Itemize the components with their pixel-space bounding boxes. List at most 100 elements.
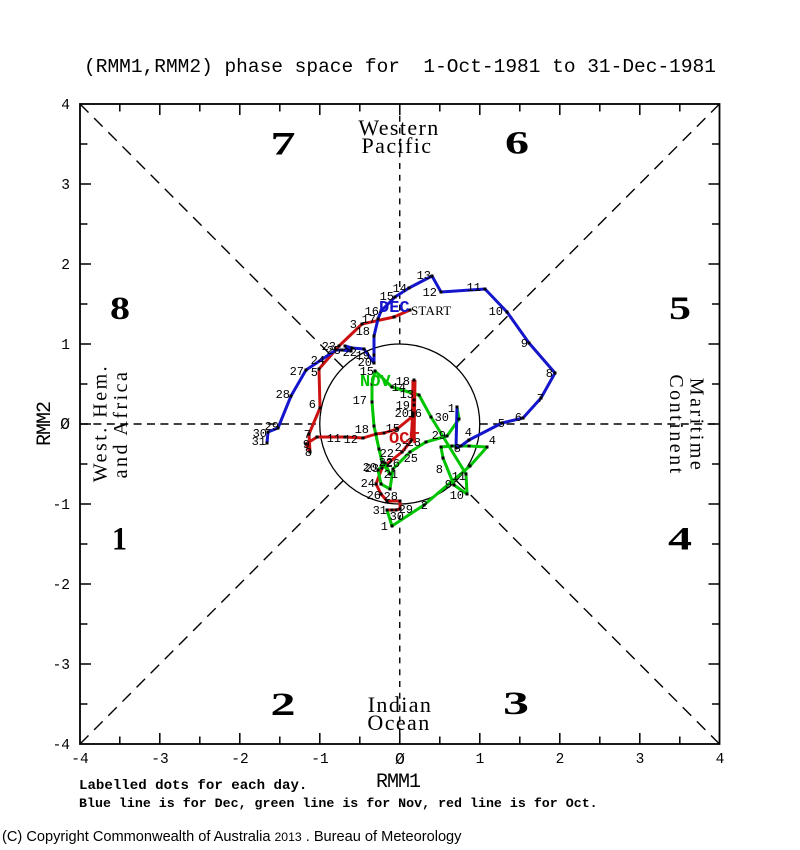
svg-text:8: 8 bbox=[305, 446, 312, 460]
svg-text:-2: -2 bbox=[231, 752, 248, 768]
svg-text:14: 14 bbox=[392, 381, 406, 395]
svg-text:30: 30 bbox=[390, 510, 404, 524]
svg-text:5: 5 bbox=[311, 366, 318, 380]
svg-text:2: 2 bbox=[271, 687, 296, 723]
svg-text:2: 2 bbox=[61, 258, 70, 274]
svg-text:6: 6 bbox=[309, 398, 316, 412]
svg-text:22: 22 bbox=[343, 346, 357, 360]
svg-text:7: 7 bbox=[537, 392, 544, 406]
svg-text:26: 26 bbox=[367, 489, 381, 503]
svg-text:15: 15 bbox=[386, 422, 400, 436]
svg-text:7: 7 bbox=[271, 127, 296, 163]
svg-text:NOV: NOV bbox=[360, 373, 391, 392]
svg-text:20: 20 bbox=[395, 407, 409, 421]
svg-text:8: 8 bbox=[436, 463, 443, 477]
svg-text:20: 20 bbox=[363, 461, 377, 475]
svg-text:West. Hem.: West. Hem. bbox=[90, 364, 112, 482]
svg-text:Western: Western bbox=[358, 115, 439, 140]
svg-text:9: 9 bbox=[521, 337, 528, 351]
svg-text:24: 24 bbox=[311, 354, 325, 368]
svg-text:7: 7 bbox=[304, 428, 311, 442]
svg-text:5: 5 bbox=[498, 417, 505, 431]
svg-text:DEC: DEC bbox=[379, 299, 410, 318]
svg-text:19: 19 bbox=[396, 399, 410, 413]
svg-text:RMM1: RMM1 bbox=[376, 771, 421, 794]
svg-text:8: 8 bbox=[546, 367, 553, 381]
svg-text:OCT: OCT bbox=[389, 430, 420, 449]
svg-text:1: 1 bbox=[381, 520, 388, 534]
svg-text:Ocean: Ocean bbox=[367, 710, 430, 735]
svg-text:-2: -2 bbox=[53, 578, 70, 594]
svg-text:23: 23 bbox=[365, 462, 379, 476]
svg-text:9: 9 bbox=[445, 478, 452, 492]
svg-text:5: 5 bbox=[669, 291, 691, 327]
svg-text:21: 21 bbox=[384, 468, 398, 482]
svg-text:13: 13 bbox=[400, 388, 414, 402]
svg-text:18: 18 bbox=[396, 375, 410, 389]
svg-text:1: 1 bbox=[476, 752, 485, 768]
svg-text:6: 6 bbox=[515, 411, 522, 425]
svg-text:11: 11 bbox=[452, 470, 466, 484]
svg-text:31: 31 bbox=[373, 504, 387, 518]
svg-text:3: 3 bbox=[350, 318, 357, 332]
svg-text:4: 4 bbox=[716, 752, 725, 768]
svg-text:8: 8 bbox=[110, 291, 130, 327]
svg-text:15: 15 bbox=[360, 365, 374, 379]
svg-text:1: 1 bbox=[448, 402, 455, 416]
svg-text:17: 17 bbox=[362, 313, 376, 327]
svg-text:16: 16 bbox=[408, 407, 422, 421]
svg-text:27: 27 bbox=[290, 365, 304, 379]
svg-text:15: 15 bbox=[380, 290, 394, 304]
svg-text:Pacific: Pacific bbox=[362, 133, 433, 158]
svg-text:22: 22 bbox=[379, 456, 393, 470]
svg-text:27: 27 bbox=[395, 441, 409, 455]
svg-text:Ø: Ø bbox=[60, 415, 70, 434]
svg-text:13: 13 bbox=[417, 269, 431, 283]
svg-text:1: 1 bbox=[61, 338, 70, 354]
svg-text:16: 16 bbox=[365, 305, 379, 319]
svg-text:Ø: Ø bbox=[395, 750, 405, 769]
svg-text:30: 30 bbox=[435, 411, 449, 425]
svg-text:START: START bbox=[411, 303, 451, 318]
svg-text:3: 3 bbox=[61, 178, 70, 194]
svg-text:29: 29 bbox=[399, 503, 413, 517]
svg-text:19: 19 bbox=[356, 349, 370, 363]
svg-text:29: 29 bbox=[265, 420, 279, 434]
svg-text:2: 2 bbox=[421, 499, 428, 513]
svg-text:4: 4 bbox=[61, 98, 70, 114]
svg-text:3: 3 bbox=[503, 686, 529, 722]
svg-text:29: 29 bbox=[432, 429, 446, 443]
svg-text:1: 1 bbox=[112, 522, 127, 558]
svg-text:6: 6 bbox=[505, 126, 529, 162]
svg-text:20: 20 bbox=[358, 356, 372, 370]
svg-text:28: 28 bbox=[384, 490, 398, 504]
svg-text:23: 23 bbox=[322, 340, 336, 354]
svg-text:4: 4 bbox=[668, 522, 692, 558]
svg-text:Indian: Indian bbox=[368, 692, 433, 717]
svg-text:Blue line is for Dec, green li: Blue line is for Dec, green line is for … bbox=[79, 796, 598, 811]
svg-text:-3: -3 bbox=[151, 752, 168, 768]
svg-text:22: 22 bbox=[380, 447, 394, 461]
svg-text:3: 3 bbox=[636, 752, 645, 768]
svg-text:18: 18 bbox=[355, 423, 369, 437]
svg-text:-3: -3 bbox=[53, 658, 70, 674]
svg-text:(C) Copyright Commonwealth of: (C) Copyright Commonwealth of Australia … bbox=[2, 829, 462, 845]
svg-text:24: 24 bbox=[361, 477, 375, 491]
svg-text:9: 9 bbox=[303, 438, 310, 452]
svg-text:31: 31 bbox=[252, 435, 266, 449]
svg-text:30: 30 bbox=[253, 427, 267, 441]
svg-text:12: 12 bbox=[423, 286, 437, 300]
svg-text:10: 10 bbox=[450, 489, 464, 503]
svg-text:-1: -1 bbox=[53, 498, 70, 514]
svg-text:28: 28 bbox=[276, 388, 290, 402]
svg-text:11: 11 bbox=[467, 281, 481, 295]
svg-text:and Africa: and Africa bbox=[110, 370, 132, 479]
svg-text:14: 14 bbox=[393, 282, 407, 296]
svg-text:11: 11 bbox=[327, 432, 341, 446]
svg-text:Maritime: Maritime bbox=[686, 378, 708, 472]
svg-text:-4: -4 bbox=[53, 738, 70, 754]
svg-text:Labelled dots for each day.: Labelled dots for each day. bbox=[79, 778, 307, 794]
svg-text:-4: -4 bbox=[71, 752, 88, 768]
svg-text:4: 4 bbox=[489, 434, 496, 448]
svg-text:Continent: Continent bbox=[665, 374, 687, 475]
